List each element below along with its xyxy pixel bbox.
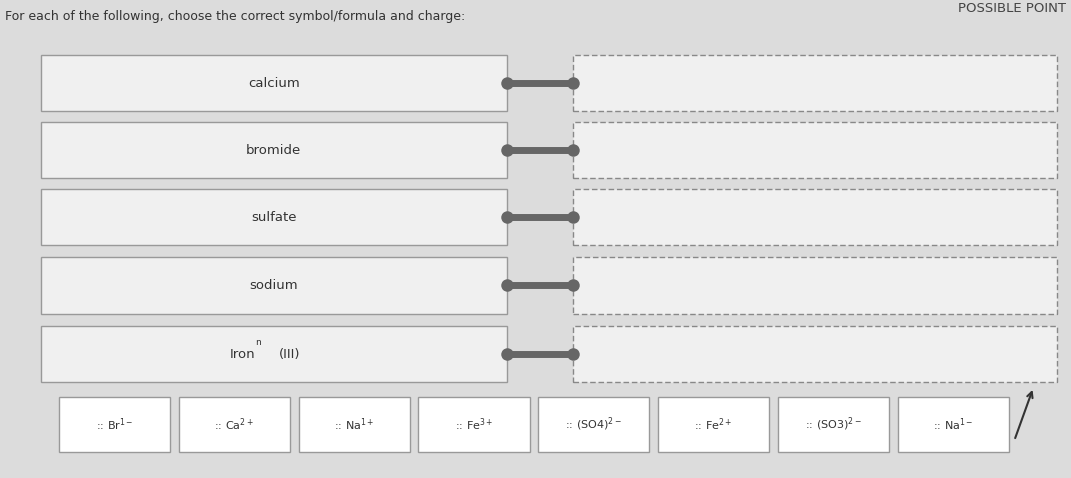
Bar [299,397,410,452]
Bar [573,257,1057,314]
Bar [41,189,507,245]
Text: :: (SO4)$^{2-}$: :: (SO4)$^{2-}$ [565,415,622,433]
Bar [41,122,507,178]
Text: :: Ca$^{2+}$: :: Ca$^{2+}$ [214,416,254,433]
Text: sulfate: sulfate [251,210,297,224]
Bar [41,326,507,382]
Bar [778,397,889,452]
Text: For each of the following, choose the correct symbol/formula and charge:: For each of the following, choose the co… [5,10,466,22]
Bar [573,122,1057,178]
Text: :: Br$^{1-}$: :: Br$^{1-}$ [95,416,133,433]
Bar [59,397,170,452]
Text: sodium: sodium [250,279,298,292]
Bar [419,397,530,452]
Text: :: Na$^{1-}$: :: Na$^{1-}$ [933,416,974,433]
Bar [897,397,1009,452]
Bar [41,55,507,111]
Text: :: Fe$^{2+}$: :: Fe$^{2+}$ [694,416,733,433]
Text: Iron: Iron [229,348,255,361]
Text: (III): (III) [278,348,300,361]
Text: bromide: bromide [246,143,301,157]
Text: calcium: calcium [247,76,300,90]
Bar [573,326,1057,382]
Text: n: n [255,338,260,348]
Text: :: Fe$^{3+}$: :: Fe$^{3+}$ [455,416,494,433]
Bar [658,397,769,452]
Text: :: Na$^{1+}$: :: Na$^{1+}$ [334,416,375,433]
Bar [179,397,290,452]
Text: :: (SO3)$^{2-}$: :: (SO3)$^{2-}$ [805,415,862,433]
Bar [573,189,1057,245]
Bar [41,257,507,314]
Bar [539,397,649,452]
Bar [573,55,1057,111]
Text: POSSIBLE POINT: POSSIBLE POINT [957,2,1066,15]
